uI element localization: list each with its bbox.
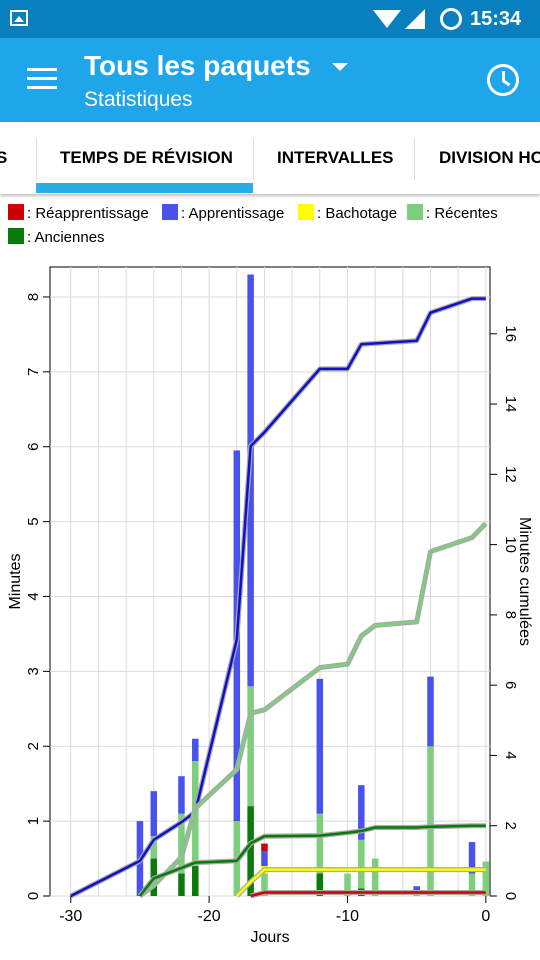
y-axis-label: Minutes [7,553,24,609]
bar-segment-récentes [427,746,434,896]
legend-item-young: : Récentes [407,204,498,222]
x-tick-label: -30 [59,908,82,925]
y-tick-label: 2 [25,742,42,750]
bar-segment-récentes [261,873,268,896]
bar-segment-apprentissage [178,776,185,814]
y-tick-label: 4 [25,592,42,600]
review-time-chart: -30 -20 -10 0Jours012345678Minutes024681012… [7,266,533,946]
x-axis-label: Jours [250,929,289,946]
tab-bar: S TEMPS DE RÉVISION INTERVALLES DIVISION… [0,122,540,194]
wifi-icon [373,10,401,28]
legend-label: : Anciennes [27,229,105,246]
cumulative-line-récentes [139,522,487,897]
bar-segment-apprentissage [150,791,158,837]
y-tick-label: 0 [25,892,42,900]
y2-tick-label: 14 [502,396,519,413]
bar-segment-récentes [482,861,490,896]
bar-segment-apprentissage [316,678,324,814]
y2-tick-label: 10 [502,536,519,553]
legend-swatch [407,204,423,220]
y2-tick-label: 6 [502,681,519,689]
menu-icon[interactable] [27,68,57,92]
bar-segment-récentes [150,836,158,859]
y2-tick-label: 8 [502,611,519,619]
legend-swatch [8,228,24,244]
status-time: 15:34 [470,8,522,30]
legend-item-mature: : Anciennes [8,228,105,246]
legend-item-relearn: : Réapprentissage [8,204,149,222]
dropdown-caret-icon[interactable] [332,63,348,71]
cumulative-line-bachotage [235,868,486,897]
app-title[interactable]: Tous les paquets [84,50,311,81]
y2-tick-label: 4 [502,751,519,759]
bar-segment-anciennes [247,806,254,896]
y-tick-label: 8 [25,293,42,301]
bar-segment-anciennes [178,873,185,896]
bar-segment-récentes [371,858,379,896]
x-tick-label: -10 [336,908,359,925]
cumulative-line-apprentissage [70,297,486,898]
y2-axis-label: Minutes cumulées [516,517,533,646]
y2-tick-label: 12 [502,466,519,483]
legend-item-cram: : Bachotage [298,204,397,222]
legend-label: : Réapprentissage [27,205,149,222]
cumulative-line-réapprentissage [250,891,486,898]
bar-segment-apprentissage [358,785,365,840]
cumulative-line-anciennes [138,824,486,897]
bar-segment-récentes [344,873,351,896]
x-tick-label: 0 [481,908,490,925]
bar-segment-récentes [358,839,365,889]
chart-legend: : Réapprentissage : Apprentissage : Bach… [0,200,540,252]
bar-segment-anciennes [316,873,324,896]
gallery-icon [10,10,28,26]
legend-label: : Récentes [426,205,498,222]
legend-item-learn: : Apprentissage [162,204,284,222]
tab-indicator [36,183,253,193]
y-tick-label: 3 [25,667,42,675]
tab-stats[interactable]: S [0,148,8,167]
y-tick-label: 7 [25,368,42,376]
legend-swatch [298,204,314,220]
bar-segment-apprentissage [261,851,268,867]
x-tick-label: -20 [198,908,221,925]
tab-hourly-breakdown[interactable]: DIVISION HO [439,148,540,167]
y2-tick-label: 2 [502,822,519,830]
bar-segment-récentes [468,873,476,896]
bar-segment-anciennes [192,866,199,896]
app-bar: Tous les paquets Statistiques [0,38,540,122]
tab-intervals[interactable]: INTERVALLES [277,148,394,167]
y-tick-label: 6 [25,443,42,451]
legend-label: : Bachotage [317,205,398,222]
bar-segment-apprentissage [192,738,199,762]
y2-tick-label: 16 [502,325,519,342]
battery-icon [440,8,462,30]
y-tick-label: 5 [25,517,42,525]
y-tick-label: 1 [25,817,42,825]
bar-segment-apprentissage [468,842,476,874]
tab-review-time[interactable]: TEMPS DE RÉVISION [60,148,233,167]
clock-icon[interactable] [487,64,519,96]
bar-segment-réapprentissage [261,843,268,852]
status-bar: 15:34 [0,0,540,38]
legend-label: : Apprentissage [181,205,285,222]
y2-tick-label: 0 [502,892,519,900]
bar-segment-récentes [316,813,324,874]
app-subtitle: Statistiques [84,88,193,111]
signal-icon [405,9,425,29]
legend-swatch [8,204,24,220]
bar-segment-apprentissage [413,886,420,893]
legend-swatch [162,204,178,220]
bar-segment-apprentissage [427,676,434,747]
bar-segment-récentes [247,686,254,807]
bar-segment-récentes [178,813,185,874]
